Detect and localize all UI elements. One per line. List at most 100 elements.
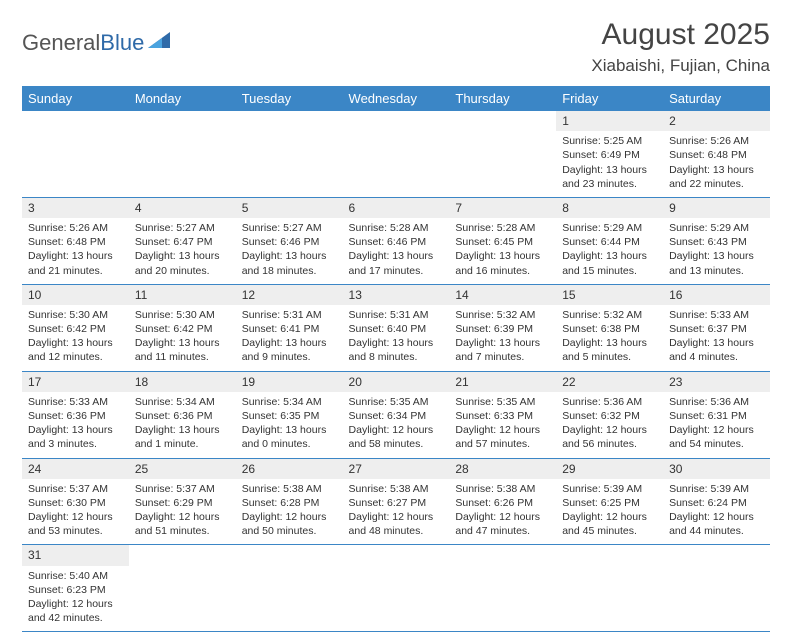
sunset-text: Sunset: 6:36 PM — [28, 409, 123, 423]
daylight-text: Daylight: 13 hours and 8 minutes. — [349, 336, 444, 364]
sunset-text: Sunset: 6:39 PM — [455, 322, 550, 336]
sunset-text: Sunset: 6:48 PM — [28, 235, 123, 249]
calendar-week-row: 17Sunrise: 5:33 AMSunset: 6:36 PMDayligh… — [22, 371, 770, 458]
weekday-header: Sunday — [22, 86, 129, 111]
day-number: 2 — [663, 111, 770, 131]
daylight-text: Daylight: 13 hours and 3 minutes. — [28, 423, 123, 451]
day-content: Sunrise: 5:26 AMSunset: 6:48 PMDaylight:… — [663, 131, 770, 197]
calendar-cell: 28Sunrise: 5:38 AMSunset: 6:26 PMDayligh… — [449, 458, 556, 545]
daylight-text: Daylight: 13 hours and 23 minutes. — [562, 163, 657, 191]
calendar-week-row: 31Sunrise: 5:40 AMSunset: 6:23 PMDayligh… — [22, 545, 770, 632]
calendar-cell — [236, 545, 343, 632]
day-content: Sunrise: 5:38 AMSunset: 6:28 PMDaylight:… — [236, 479, 343, 545]
calendar-cell: 19Sunrise: 5:34 AMSunset: 6:35 PMDayligh… — [236, 371, 343, 458]
day-number: 30 — [663, 459, 770, 479]
day-content: Sunrise: 5:25 AMSunset: 6:49 PMDaylight:… — [556, 131, 663, 197]
day-number: 1 — [556, 111, 663, 131]
empty-cell — [343, 111, 450, 131]
daylight-text: Daylight: 12 hours and 53 minutes. — [28, 510, 123, 538]
day-content: Sunrise: 5:32 AMSunset: 6:39 PMDaylight:… — [449, 305, 556, 371]
sunrise-text: Sunrise: 5:25 AM — [562, 134, 657, 148]
sunrise-text: Sunrise: 5:28 AM — [349, 221, 444, 235]
calendar-cell — [22, 111, 129, 197]
day-number: 19 — [236, 372, 343, 392]
day-number: 26 — [236, 459, 343, 479]
day-number: 21 — [449, 372, 556, 392]
day-content: Sunrise: 5:33 AMSunset: 6:37 PMDaylight:… — [663, 305, 770, 371]
sunset-text: Sunset: 6:29 PM — [135, 496, 230, 510]
month-title: August 2025 — [591, 18, 770, 52]
sunrise-text: Sunrise: 5:34 AM — [135, 395, 230, 409]
weekday-header: Monday — [129, 86, 236, 111]
day-number: 6 — [343, 198, 450, 218]
day-content: Sunrise: 5:33 AMSunset: 6:36 PMDaylight:… — [22, 392, 129, 458]
day-number: 14 — [449, 285, 556, 305]
day-content: Sunrise: 5:32 AMSunset: 6:38 PMDaylight:… — [556, 305, 663, 371]
day-content: Sunrise: 5:29 AMSunset: 6:43 PMDaylight:… — [663, 218, 770, 284]
day-number: 24 — [22, 459, 129, 479]
sunrise-text: Sunrise: 5:39 AM — [669, 482, 764, 496]
day-content: Sunrise: 5:38 AMSunset: 6:27 PMDaylight:… — [343, 479, 450, 545]
daylight-text: Daylight: 13 hours and 12 minutes. — [28, 336, 123, 364]
calendar-cell — [129, 545, 236, 632]
daylight-text: Daylight: 13 hours and 11 minutes. — [135, 336, 230, 364]
calendar-week-row: 1Sunrise: 5:25 AMSunset: 6:49 PMDaylight… — [22, 111, 770, 197]
day-content: Sunrise: 5:30 AMSunset: 6:42 PMDaylight:… — [129, 305, 236, 371]
brand-logo: GeneralBlue — [22, 18, 174, 56]
day-number: 11 — [129, 285, 236, 305]
day-content: Sunrise: 5:36 AMSunset: 6:32 PMDaylight:… — [556, 392, 663, 458]
day-content: Sunrise: 5:38 AMSunset: 6:26 PMDaylight:… — [449, 479, 556, 545]
calendar-cell: 8Sunrise: 5:29 AMSunset: 6:44 PMDaylight… — [556, 197, 663, 284]
day-number: 23 — [663, 372, 770, 392]
calendar-cell — [236, 111, 343, 197]
sunset-text: Sunset: 6:41 PM — [242, 322, 337, 336]
day-number: 12 — [236, 285, 343, 305]
sunset-text: Sunset: 6:40 PM — [349, 322, 444, 336]
day-content: Sunrise: 5:31 AMSunset: 6:40 PMDaylight:… — [343, 305, 450, 371]
sunrise-text: Sunrise: 5:33 AM — [28, 395, 123, 409]
sunrise-text: Sunrise: 5:30 AM — [135, 308, 230, 322]
sunset-text: Sunset: 6:30 PM — [28, 496, 123, 510]
calendar-week-row: 24Sunrise: 5:37 AMSunset: 6:30 PMDayligh… — [22, 458, 770, 545]
sunrise-text: Sunrise: 5:26 AM — [669, 134, 764, 148]
weekday-header: Thursday — [449, 86, 556, 111]
day-number: 17 — [22, 372, 129, 392]
calendar-cell: 9Sunrise: 5:29 AMSunset: 6:43 PMDaylight… — [663, 197, 770, 284]
day-content: Sunrise: 5:36 AMSunset: 6:31 PMDaylight:… — [663, 392, 770, 458]
day-number: 27 — [343, 459, 450, 479]
sunset-text: Sunset: 6:25 PM — [562, 496, 657, 510]
sunrise-text: Sunrise: 5:29 AM — [669, 221, 764, 235]
empty-cell — [449, 111, 556, 131]
calendar-cell — [449, 111, 556, 197]
day-number: 10 — [22, 285, 129, 305]
daylight-text: Daylight: 12 hours and 58 minutes. — [349, 423, 444, 451]
daylight-text: Daylight: 13 hours and 7 minutes. — [455, 336, 550, 364]
sunset-text: Sunset: 6:28 PM — [242, 496, 337, 510]
daylight-text: Daylight: 12 hours and 57 minutes. — [455, 423, 550, 451]
sunrise-text: Sunrise: 5:36 AM — [669, 395, 764, 409]
calendar-week-row: 3Sunrise: 5:26 AMSunset: 6:48 PMDaylight… — [22, 197, 770, 284]
calendar-cell: 22Sunrise: 5:36 AMSunset: 6:32 PMDayligh… — [556, 371, 663, 458]
sunrise-text: Sunrise: 5:28 AM — [455, 221, 550, 235]
day-number: 9 — [663, 198, 770, 218]
calendar-cell: 15Sunrise: 5:32 AMSunset: 6:38 PMDayligh… — [556, 284, 663, 371]
brand-part2: Blue — [100, 30, 144, 56]
day-number: 18 — [129, 372, 236, 392]
empty-cell — [22, 111, 129, 131]
calendar-cell: 31Sunrise: 5:40 AMSunset: 6:23 PMDayligh… — [22, 545, 129, 632]
sunset-text: Sunset: 6:32 PM — [562, 409, 657, 423]
sunrise-text: Sunrise: 5:33 AM — [669, 308, 764, 322]
calendar-cell — [663, 545, 770, 632]
daylight-text: Daylight: 12 hours and 54 minutes. — [669, 423, 764, 451]
calendar-cell: 20Sunrise: 5:35 AMSunset: 6:34 PMDayligh… — [343, 371, 450, 458]
calendar-cell: 27Sunrise: 5:38 AMSunset: 6:27 PMDayligh… — [343, 458, 450, 545]
page-header: GeneralBlue August 2025 Xiabaishi, Fujia… — [22, 18, 770, 76]
daylight-text: Daylight: 13 hours and 18 minutes. — [242, 249, 337, 277]
day-number: 13 — [343, 285, 450, 305]
day-number: 3 — [22, 198, 129, 218]
daylight-text: Daylight: 12 hours and 47 minutes. — [455, 510, 550, 538]
sunset-text: Sunset: 6:49 PM — [562, 148, 657, 162]
calendar-cell: 3Sunrise: 5:26 AMSunset: 6:48 PMDaylight… — [22, 197, 129, 284]
day-content: Sunrise: 5:39 AMSunset: 6:25 PMDaylight:… — [556, 479, 663, 545]
day-number: 29 — [556, 459, 663, 479]
